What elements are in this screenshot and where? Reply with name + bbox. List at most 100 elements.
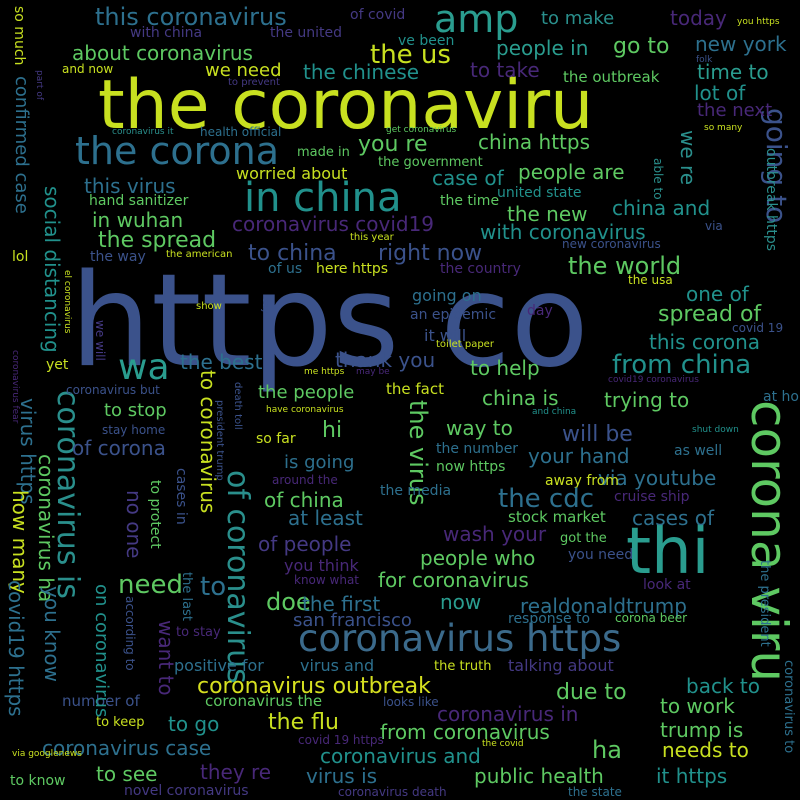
word-they-re: they re [200, 760, 272, 784]
word-able-to: able to [651, 158, 665, 200]
word-to-see: to see [96, 762, 158, 786]
word-covid-19-https: covid 19 https [298, 733, 384, 747]
word-made-in: made in [297, 145, 350, 160]
word-ve-been: ve been [398, 33, 455, 49]
word-stay-home: stay home [102, 423, 166, 437]
word-part-of: part of [34, 70, 44, 100]
word-realdonaldtrump: realdonaldtrump [520, 594, 687, 618]
word-the-truth: the truth [434, 659, 492, 674]
word-the-us: the us [370, 40, 451, 70]
word-coronavirus-in: coronavirus in [437, 702, 579, 726]
word-will-be: will be [562, 422, 633, 447]
word-hi: hi [322, 418, 343, 443]
word-due-to: due to [556, 680, 627, 705]
word-virus-https: virus https [16, 398, 40, 505]
word-https-co: https co [70, 247, 589, 396]
word-the-media: the media [380, 483, 452, 499]
word-the-next: the next [697, 100, 773, 121]
word-time-to: time to [697, 60, 769, 84]
word-so-many: so many [704, 123, 743, 133]
word-may-be: may be [356, 367, 390, 377]
word-the-world: the world [568, 252, 682, 280]
word-virus-and: virus and [300, 656, 375, 675]
word-the-time: the time [440, 193, 500, 209]
word-people-who: people who [420, 546, 536, 570]
word-coronavirus-case: coronavirus case [42, 736, 212, 760]
word-it-https: it https [656, 764, 728, 788]
word-to-prevent: to prevent [228, 77, 280, 88]
word-to-know: to know [10, 773, 66, 789]
word-from-china: from china [612, 350, 752, 380]
word-to-coronavirus: to coronavirus [196, 370, 220, 514]
word-the-last: the last [179, 572, 194, 621]
word-you-need: you need [568, 547, 634, 563]
word-the-new: the new [507, 202, 588, 226]
word-this-virus: this virus [84, 174, 176, 198]
word-covid19-https: covid19 https [4, 580, 28, 717]
word-your-hand: your hand [528, 444, 630, 468]
word-corona-beer: corona beer [615, 611, 688, 625]
word-coronavirus-but: coronavirus but [66, 383, 160, 397]
word-shut-down: shut down [692, 425, 739, 435]
word-going-on: going on [412, 286, 482, 305]
word-going-to: going to [760, 108, 793, 224]
word-positive-for: positive for [174, 656, 264, 675]
word-around-the: around the [272, 473, 338, 487]
word-to-take: to take [470, 58, 540, 82]
word-san-francisco: san francisco [293, 610, 412, 631]
word-wa: wa [118, 347, 170, 388]
word-via: via [705, 219, 723, 233]
word-talking-about: talking about [508, 656, 614, 675]
word-to: to [200, 572, 227, 602]
word-to-stop: to stop [104, 400, 167, 421]
word-coronavirus-death: coronavirus death [338, 785, 447, 799]
word-cruise-ship: cruise ship [614, 489, 690, 505]
word-to-help: to help [470, 356, 540, 380]
word-at-home: at home [763, 389, 800, 405]
word-this-coronavirus: this coronavirus [95, 3, 287, 31]
word-of-people: of people [258, 532, 352, 556]
word-want-to: want to [154, 620, 178, 696]
word-is-going: is going [284, 452, 355, 473]
word-of-china: of china [264, 488, 344, 512]
word-now: now [440, 590, 482, 614]
word-needs-to: needs to [662, 738, 749, 762]
word-number-of: number of [62, 692, 140, 710]
word-right-now: right now [378, 241, 483, 266]
word-via-googlenews: via googlenews [12, 749, 82, 759]
word-to-protect: to protect [147, 480, 163, 549]
word-how-many: how many [8, 490, 32, 594]
word-to-china: to china [248, 241, 337, 266]
word-as-well: as well [674, 443, 723, 459]
word-thank-you: thank you [335, 348, 436, 372]
word-in-china: in china [244, 175, 402, 221]
word-to-keep: to keep [96, 715, 145, 730]
word-got-the: got the [560, 531, 607, 546]
word-we-will: we will [93, 320, 107, 361]
word-virus-is: virus is [306, 764, 378, 788]
word-covid19-coronavirus: covid19 coronavirus [608, 375, 699, 385]
word-president-trump: president trump [214, 400, 225, 481]
word-the-country: the country [440, 261, 521, 277]
word-the-number: the number [436, 441, 519, 457]
word-spread-of: spread of [658, 302, 762, 327]
word-for-coronavirus: for coronavirus [378, 568, 529, 592]
word-on-coronavirus: on coronavirus [91, 584, 112, 718]
word-now-https: now https [436, 459, 506, 475]
word-of-covid: of covid [350, 7, 406, 23]
word-to-make: to make [541, 8, 615, 29]
word-toilet-paper: toilet paper [436, 339, 494, 350]
word-looks-like: looks like [383, 695, 439, 709]
word-the-best: the best [180, 350, 263, 374]
word-the-american: the american [166, 249, 233, 260]
word-with-china: with china [130, 25, 203, 41]
word-day: day [527, 303, 553, 319]
word-look-at: look at [643, 577, 691, 593]
word-at-least: at least [288, 506, 363, 530]
word-china-https: china https [478, 130, 590, 154]
word-response-to: response to [508, 611, 591, 627]
word-coronavirus-fear: coronavirus fear [10, 350, 20, 424]
word-health-official: health official [200, 125, 282, 139]
word-coronavirus-it: coronavirus it [112, 127, 174, 137]
word-me-https: me https [304, 367, 345, 377]
